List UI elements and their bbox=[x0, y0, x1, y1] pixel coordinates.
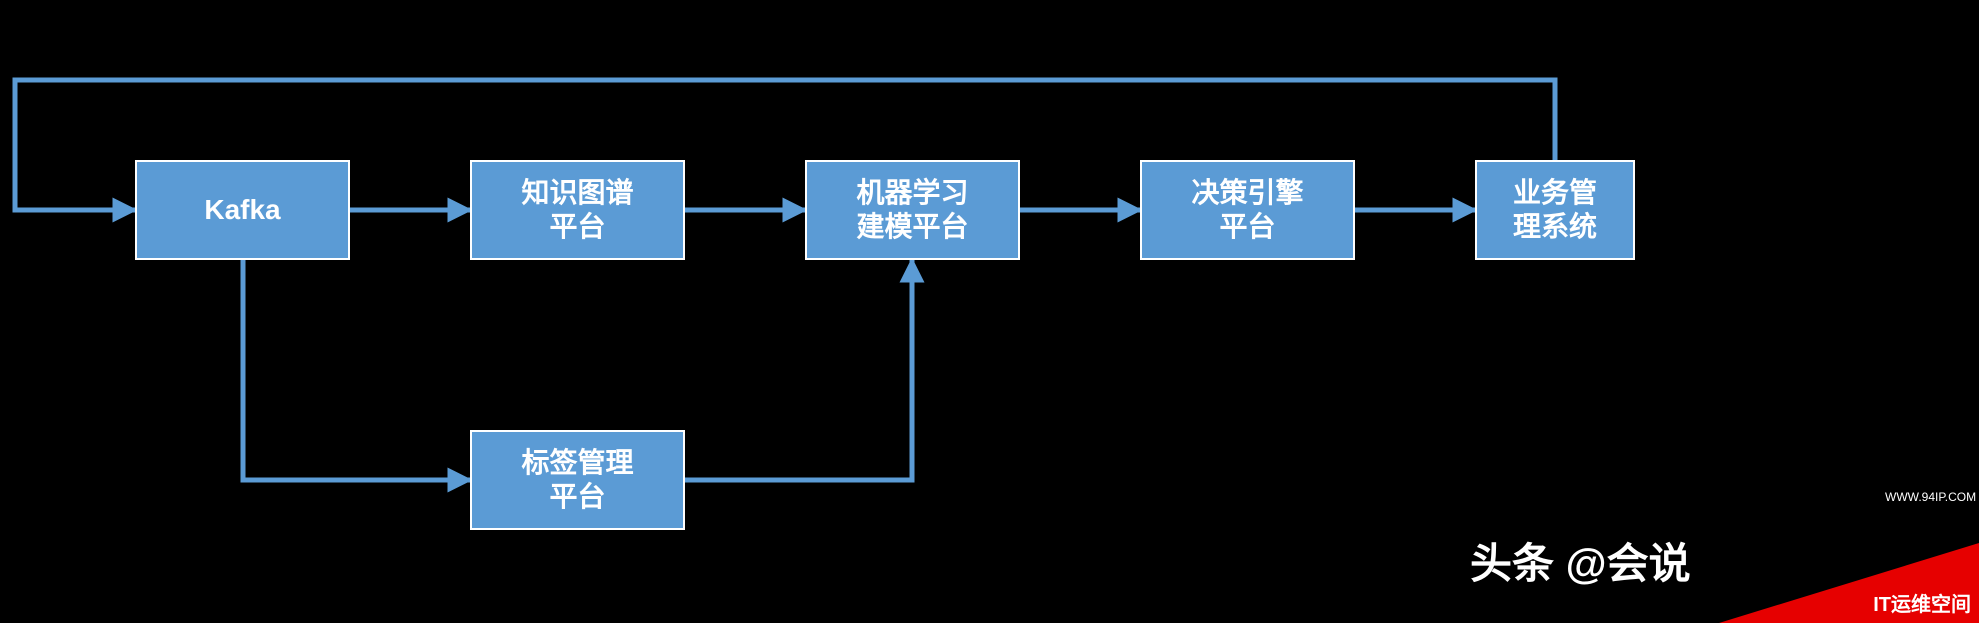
corner-text: IT运维空间 bbox=[1873, 588, 1971, 617]
node-biz: 业务管理系统 bbox=[1475, 160, 1635, 260]
edge-kafka-to-tag bbox=[243, 260, 470, 480]
node-decision: 决策引擎平台 bbox=[1140, 160, 1355, 260]
node-kg: 知识图谱平台 bbox=[470, 160, 685, 260]
edge-tag-to-ml bbox=[685, 260, 912, 480]
watermark-main: 头条 @会说 bbox=[1470, 530, 1691, 591]
watermark-url: WWW.94IP.COM bbox=[1885, 490, 1976, 504]
node-tag: 标签管理平台 bbox=[470, 430, 685, 530]
node-kafka: Kafka bbox=[135, 160, 350, 260]
diagram-canvas: Kafka 知识图谱平台 机器学习建模平台 决策引擎平台 业务管理系统标签管理平台 头条… bbox=[0, 0, 1979, 623]
node-ml: 机器学习建模平台 bbox=[805, 160, 1020, 260]
